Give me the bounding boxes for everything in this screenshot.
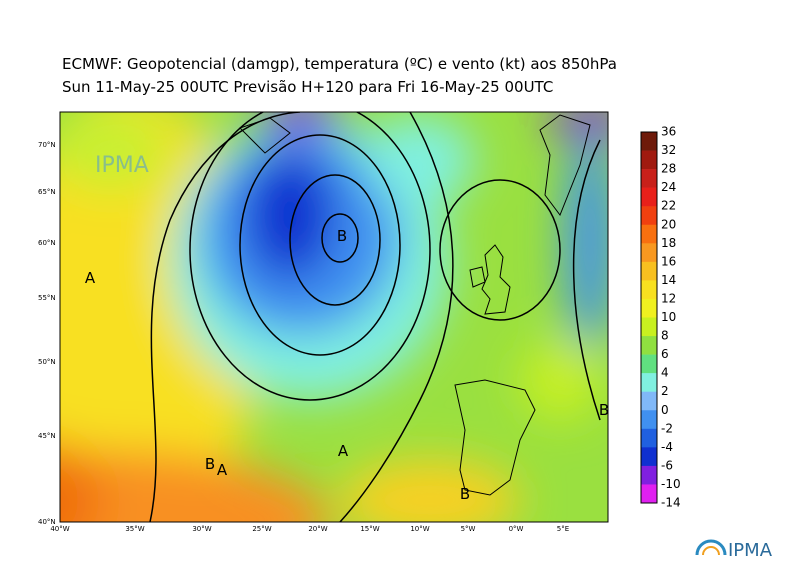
longitude-label: 20°W	[308, 525, 327, 533]
pressure-center: B	[599, 401, 609, 419]
longitude-label: 5°W	[461, 525, 476, 533]
colorbar-label: -10	[661, 477, 681, 491]
colorbar-segment	[641, 354, 657, 374]
colorbar-segment	[641, 298, 657, 318]
colorbar-segment	[641, 465, 657, 485]
logo: IPMA	[728, 540, 773, 561]
colorbar-segment	[641, 428, 657, 448]
colorbar-segment	[641, 317, 657, 337]
longitude-label: 40°W	[50, 525, 69, 533]
colorbar-segment	[641, 169, 657, 188]
pressure-center: A	[217, 461, 228, 479]
colorbar-segment	[641, 150, 657, 170]
colorbar-label: 10	[661, 310, 676, 324]
map-field	[60, 112, 608, 522]
pressure-center: B	[205, 455, 215, 473]
colorbar-label: -14	[661, 496, 681, 510]
longitude-label: 35°W	[125, 525, 144, 533]
colorbar-segment	[641, 447, 657, 467]
longitude-label: 0°W	[509, 525, 524, 533]
colorbar-label: 16	[661, 254, 676, 268]
colorbar-segment	[641, 206, 657, 226]
latitude-label: 40°N	[38, 518, 56, 526]
latitude-label: 60°N	[38, 239, 56, 247]
map-watermark: IPMA	[95, 153, 149, 178]
colorbar-segment	[641, 224, 657, 244]
colorbar-label: 22	[661, 199, 676, 213]
colorbar-label: 14	[661, 273, 676, 287]
pressure-center: A	[85, 269, 96, 287]
colorbar-label: 28	[661, 162, 676, 176]
longitude-label: 10°W	[410, 525, 429, 533]
colorbar-label: -4	[661, 440, 673, 454]
colorbar-label: -2	[661, 421, 673, 435]
latitude-label: 45°N	[38, 432, 56, 440]
title: ECMWF: Geopotencial (damgp), temperatura…	[62, 55, 617, 73]
colorbar-label: 8	[661, 329, 669, 343]
colorbar-label: 0	[661, 403, 669, 417]
subtitle: Sun 11-May-25 00UTC Previsão H+120 para …	[62, 78, 553, 96]
colorbar-segment	[641, 280, 657, 300]
colorbar-label: 6	[661, 347, 669, 361]
longitude-label: 25°W	[252, 525, 271, 533]
logo-arc	[695, 539, 727, 556]
latitude-label: 65°N	[38, 188, 56, 196]
longitude-label: 15°W	[360, 525, 379, 533]
latitude-label: 55°N	[38, 294, 56, 302]
longitude-label: 30°W	[192, 525, 211, 533]
colorbar-segment	[641, 243, 657, 263]
colorbar-segment	[641, 391, 657, 411]
colorbar-label: 2	[661, 384, 669, 398]
logo-arc	[702, 546, 720, 556]
colorbar-segment	[641, 187, 657, 207]
longitude-label: 5°E	[557, 525, 569, 533]
colorbar-label: 20	[661, 217, 676, 231]
pressure-center: B	[460, 485, 470, 503]
colorbar-label: 36	[661, 125, 676, 139]
pressure-center: A	[338, 442, 349, 460]
colorbar-segment	[641, 336, 657, 355]
colorbar-segment	[641, 132, 657, 151]
latitude-label: 70°N	[38, 141, 56, 149]
pressure-center: B	[337, 227, 347, 245]
colorbar-segment	[641, 410, 657, 430]
colorbar-label: 4	[661, 366, 669, 380]
map-frame	[59, 111, 609, 523]
colorbar-segment	[641, 484, 657, 504]
colorbar-label: 24	[661, 180, 676, 194]
colorbar-label: 32	[661, 143, 676, 157]
colorbar-label: 12	[661, 291, 676, 305]
colorbar-frame	[640, 131, 658, 504]
colorbar-label: 18	[661, 236, 676, 250]
latitude-label: 50°N	[38, 358, 56, 366]
colorbar-segment	[641, 261, 657, 281]
colorbar-label: -6	[661, 458, 673, 472]
colorbar-segment	[641, 373, 657, 392]
